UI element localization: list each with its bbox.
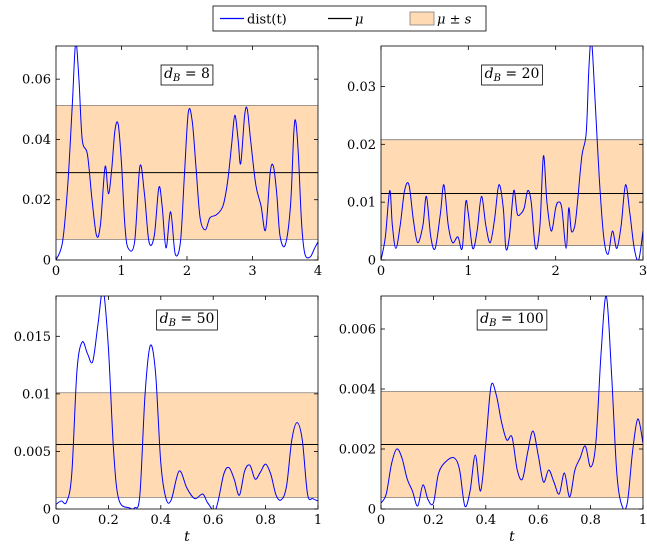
x-tick-label: 0.4 bbox=[475, 513, 496, 528]
y-tick-label: 0 bbox=[43, 503, 51, 518]
axes-frame bbox=[380, 45, 644, 261]
x-tick-label: 0.8 bbox=[255, 513, 276, 528]
legend-label: μ ± s bbox=[437, 13, 472, 28]
chart-panel: 0 0.2 0.4 0.6 0.8 1 0 0.002 0.004 0.006 t dB = 100 bbox=[339, 295, 647, 545]
chart-panel: 0 1 2 3 0 0.01 0.02 0.03 dB = 20 bbox=[347, 45, 647, 279]
dist-curve bbox=[381, 296, 643, 509]
y-tick-label: 0.004 bbox=[339, 383, 376, 398]
x-tick-label: 0.6 bbox=[528, 513, 549, 528]
panel-label-box bbox=[476, 309, 548, 331]
x-tick-label: 0.2 bbox=[423, 513, 444, 528]
x-tick-label: 0 bbox=[52, 513, 60, 528]
dist-curve bbox=[381, 46, 643, 260]
panel-label-box bbox=[156, 309, 218, 331]
x-tick-label: 0 bbox=[52, 264, 60, 279]
x-tick-label: 0.8 bbox=[580, 513, 601, 528]
x-tick-label: 3 bbox=[248, 264, 256, 279]
x-tick-label: 4 bbox=[314, 264, 322, 279]
panel-label-text: dB = 100 bbox=[480, 311, 544, 329]
x-tick-label: 1 bbox=[117, 264, 125, 279]
x-tick-label: 2 bbox=[552, 264, 560, 279]
y-tick-label: 0.06 bbox=[22, 73, 51, 88]
y-tick-label: 0 bbox=[368, 254, 376, 269]
panel-label-text: dB = 8 bbox=[164, 66, 210, 84]
axes-frame bbox=[55, 295, 319, 510]
x-tick-label: 1 bbox=[639, 513, 647, 528]
y-tick-label: 0.01 bbox=[347, 196, 376, 211]
panel-label: dB = 50 bbox=[156, 309, 218, 331]
legend-label: μ bbox=[355, 13, 363, 28]
panel-label: dB = 8 bbox=[160, 64, 214, 86]
std-band bbox=[381, 139, 643, 246]
dist-curve bbox=[56, 296, 318, 509]
axes-frame bbox=[380, 295, 644, 510]
y-tick-label: 0.03 bbox=[347, 80, 376, 95]
y-tick-label: 0.02 bbox=[347, 138, 376, 153]
x-axis-label: t bbox=[509, 529, 515, 545]
chart-panel: 0 0.2 0.4 0.6 0.8 1 0 0.005 0.01 0.015 t dB = 50 bbox=[14, 295, 322, 545]
x-axis-label: t bbox=[184, 529, 190, 545]
panel-label-text: dB = 20 bbox=[485, 66, 540, 84]
y-tick-label: 0.006 bbox=[339, 323, 376, 338]
panel-label: dB = 20 bbox=[481, 64, 543, 86]
y-tick-label: 0.002 bbox=[339, 443, 376, 458]
chart-panels: 0 1 2 3 4 0 0.02 0.04 0.06 dB = 8 0 1 2 3 0 0.01 0.02 0.0… bbox=[14, 45, 647, 545]
y-tick-label: 0.04 bbox=[22, 133, 51, 148]
legend: dist(t) μ μ ± s bbox=[212, 5, 487, 32]
panel-label-text: dB = 50 bbox=[160, 311, 215, 329]
y-tick-label: 0 bbox=[43, 254, 51, 269]
x-tick-label: 0 bbox=[377, 264, 385, 279]
y-tick-label: 0 bbox=[368, 503, 376, 518]
x-tick-label: 0.6 bbox=[203, 513, 224, 528]
panel-label-box bbox=[160, 64, 214, 86]
x-tick-label: 0 bbox=[377, 513, 385, 528]
x-tick-label: 2 bbox=[183, 264, 191, 279]
y-tick-label: 0.015 bbox=[14, 330, 51, 345]
x-tick-label: 1 bbox=[464, 264, 472, 279]
x-tick-label: 1 bbox=[314, 513, 322, 528]
x-tick-label: 0.4 bbox=[150, 513, 171, 528]
std-band bbox=[56, 392, 318, 498]
y-tick-label: 0.005 bbox=[14, 445, 51, 460]
panel-label: dB = 100 bbox=[476, 309, 548, 331]
y-tick-label: 0.01 bbox=[22, 387, 51, 402]
legend-swatch-band bbox=[409, 11, 435, 26]
x-tick-label: 3 bbox=[639, 264, 647, 279]
x-tick-label: 0.2 bbox=[98, 513, 119, 528]
y-tick-label: 0.02 bbox=[22, 193, 51, 208]
legend-label: dist(t) bbox=[247, 13, 287, 28]
dist-curve bbox=[56, 46, 318, 260]
panel-label-box bbox=[481, 64, 543, 86]
chart-panel: 0 1 2 3 4 0 0.02 0.04 0.06 dB = 8 bbox=[22, 45, 322, 279]
